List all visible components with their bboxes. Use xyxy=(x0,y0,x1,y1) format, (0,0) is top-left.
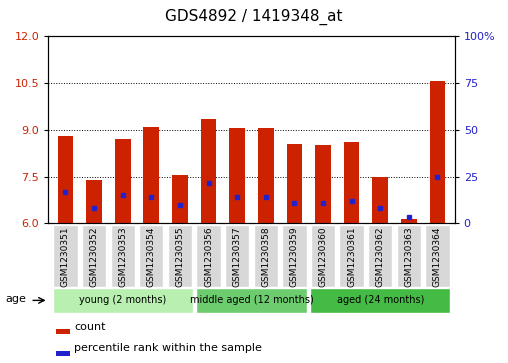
Text: percentile rank within the sample: percentile rank within the sample xyxy=(74,343,262,354)
Text: GSM1230359: GSM1230359 xyxy=(290,227,299,287)
Bar xyxy=(401,219,417,223)
Text: GSM1230351: GSM1230351 xyxy=(61,227,70,287)
Text: GSM1230360: GSM1230360 xyxy=(319,227,328,287)
Bar xyxy=(172,175,188,223)
FancyBboxPatch shape xyxy=(282,224,306,287)
FancyBboxPatch shape xyxy=(82,224,106,287)
FancyBboxPatch shape xyxy=(197,224,220,287)
FancyBboxPatch shape xyxy=(196,288,307,313)
FancyBboxPatch shape xyxy=(339,224,364,287)
Bar xyxy=(86,180,102,223)
Bar xyxy=(56,351,70,356)
Text: GSM1230361: GSM1230361 xyxy=(347,227,356,287)
Text: aged (24 months): aged (24 months) xyxy=(337,295,424,305)
Bar xyxy=(372,176,388,223)
Text: GSM1230357: GSM1230357 xyxy=(233,227,242,287)
FancyBboxPatch shape xyxy=(168,224,192,287)
Text: GSM1230358: GSM1230358 xyxy=(261,227,270,287)
Text: count: count xyxy=(74,322,106,332)
Text: GSM1230363: GSM1230363 xyxy=(404,227,414,287)
Text: GSM1230356: GSM1230356 xyxy=(204,227,213,287)
Text: GDS4892 / 1419348_at: GDS4892 / 1419348_at xyxy=(165,9,343,25)
Text: GSM1230352: GSM1230352 xyxy=(89,227,99,287)
Text: age: age xyxy=(5,294,26,304)
Bar xyxy=(143,127,159,223)
Bar xyxy=(430,81,446,223)
Text: young (2 months): young (2 months) xyxy=(79,295,166,305)
FancyBboxPatch shape xyxy=(368,224,392,287)
Text: middle aged (12 months): middle aged (12 months) xyxy=(189,295,313,305)
FancyBboxPatch shape xyxy=(52,288,193,313)
Bar xyxy=(115,139,131,223)
Text: GSM1230364: GSM1230364 xyxy=(433,227,442,287)
FancyBboxPatch shape xyxy=(311,224,335,287)
Text: GSM1230362: GSM1230362 xyxy=(376,227,385,287)
FancyBboxPatch shape xyxy=(111,224,135,287)
Bar xyxy=(315,145,331,223)
FancyBboxPatch shape xyxy=(53,224,78,287)
Bar xyxy=(201,119,216,223)
Text: GSM1230355: GSM1230355 xyxy=(175,227,184,287)
FancyBboxPatch shape xyxy=(225,224,249,287)
FancyBboxPatch shape xyxy=(397,224,421,287)
Bar xyxy=(287,144,302,223)
Bar xyxy=(57,136,73,223)
FancyBboxPatch shape xyxy=(253,224,278,287)
FancyBboxPatch shape xyxy=(425,224,450,287)
Bar xyxy=(229,128,245,223)
FancyBboxPatch shape xyxy=(310,288,451,313)
Text: GSM1230354: GSM1230354 xyxy=(147,227,156,287)
Bar xyxy=(344,142,360,223)
Bar xyxy=(258,128,274,223)
Text: GSM1230353: GSM1230353 xyxy=(118,227,127,287)
FancyBboxPatch shape xyxy=(139,224,164,287)
Bar xyxy=(56,329,70,334)
